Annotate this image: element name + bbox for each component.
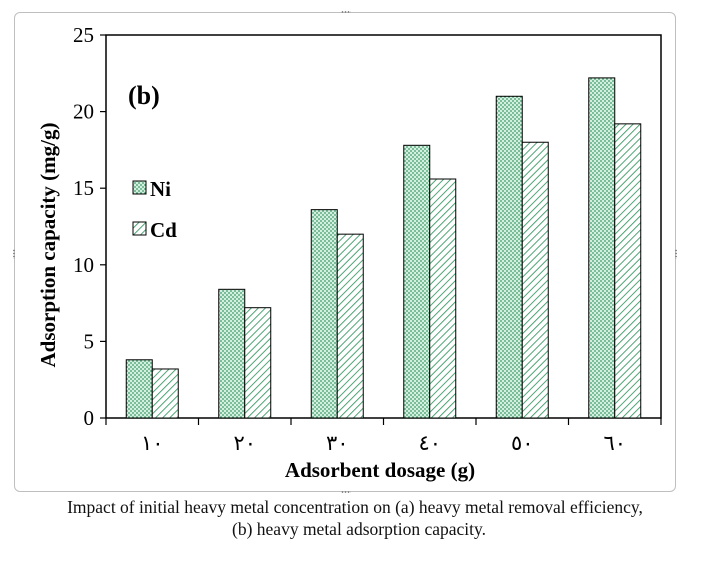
bar-ni	[403, 144, 431, 419]
y-tick-label: 15	[73, 176, 94, 200]
bar-ni	[218, 288, 246, 419]
x-tick-label: ٥٠	[511, 431, 534, 455]
bar-ni	[588, 77, 616, 419]
figure-caption: Impact of initial heavy metal concentrat…	[0, 496, 710, 540]
y-tick-label: 0	[84, 406, 95, 430]
plot-area	[105, 34, 662, 419]
legend-swatch-cd	[132, 221, 147, 236]
y-axis: 0 5 10 15 20 25	[73, 23, 106, 430]
bar-cd	[429, 178, 457, 419]
resize-handle-left[interactable]	[12, 249, 16, 259]
legend-swatch-ni	[132, 180, 147, 195]
bar-cd	[151, 368, 179, 419]
bar-cd	[336, 233, 364, 419]
x-tick-label: ٢٠	[233, 431, 256, 455]
panel-label: (b)	[128, 81, 160, 110]
plot-border	[105, 34, 662, 419]
y-tick-label: 10	[73, 253, 94, 277]
x-tick-label: ٦٠	[603, 431, 626, 455]
resize-handle-bottom[interactable]	[341, 490, 351, 494]
bar-chart: 0 5 10 15 20 25 ١٠ ٢٠ ٣٠ ٤٠ ٥٠ ٦٠ Ni Cd (b) Adsorbe…	[36, 23, 662, 482]
bar-ni	[125, 359, 153, 419]
caption-line-1: Impact of initial heavy metal concentrat…	[67, 497, 643, 517]
y-tick-label: 5	[84, 329, 95, 353]
resize-handle-right[interactable]	[674, 249, 678, 259]
bar-ni	[310, 209, 338, 419]
y-axis-title: Adsorption capacity (mg/g)	[36, 123, 60, 368]
x-tick-label: ٣٠	[326, 431, 349, 455]
x-axis: ١٠ ٢٠ ٣٠ ٤٠ ٥٠ ٦٠	[105, 418, 662, 455]
bar-cd	[244, 307, 272, 419]
bar-cd	[521, 141, 549, 419]
y-tick-label: 25	[73, 23, 94, 47]
bars	[125, 77, 642, 419]
y-tick-label: 20	[73, 100, 94, 124]
legend-label-ni: Ni	[150, 177, 171, 201]
bar-ni	[495, 95, 523, 419]
legend-label-cd: Cd	[150, 218, 177, 242]
caption-line-2: (b) heavy metal adsorption capacity.	[232, 519, 486, 539]
x-axis-title: Adsorbent dosage (g)	[285, 458, 475, 482]
resize-handle-top[interactable]	[341, 10, 351, 14]
x-tick-label: ١٠	[141, 431, 164, 455]
x-tick-label: ٤٠	[418, 431, 441, 455]
bar-cd	[614, 123, 642, 419]
legend: Ni Cd	[132, 177, 177, 242]
